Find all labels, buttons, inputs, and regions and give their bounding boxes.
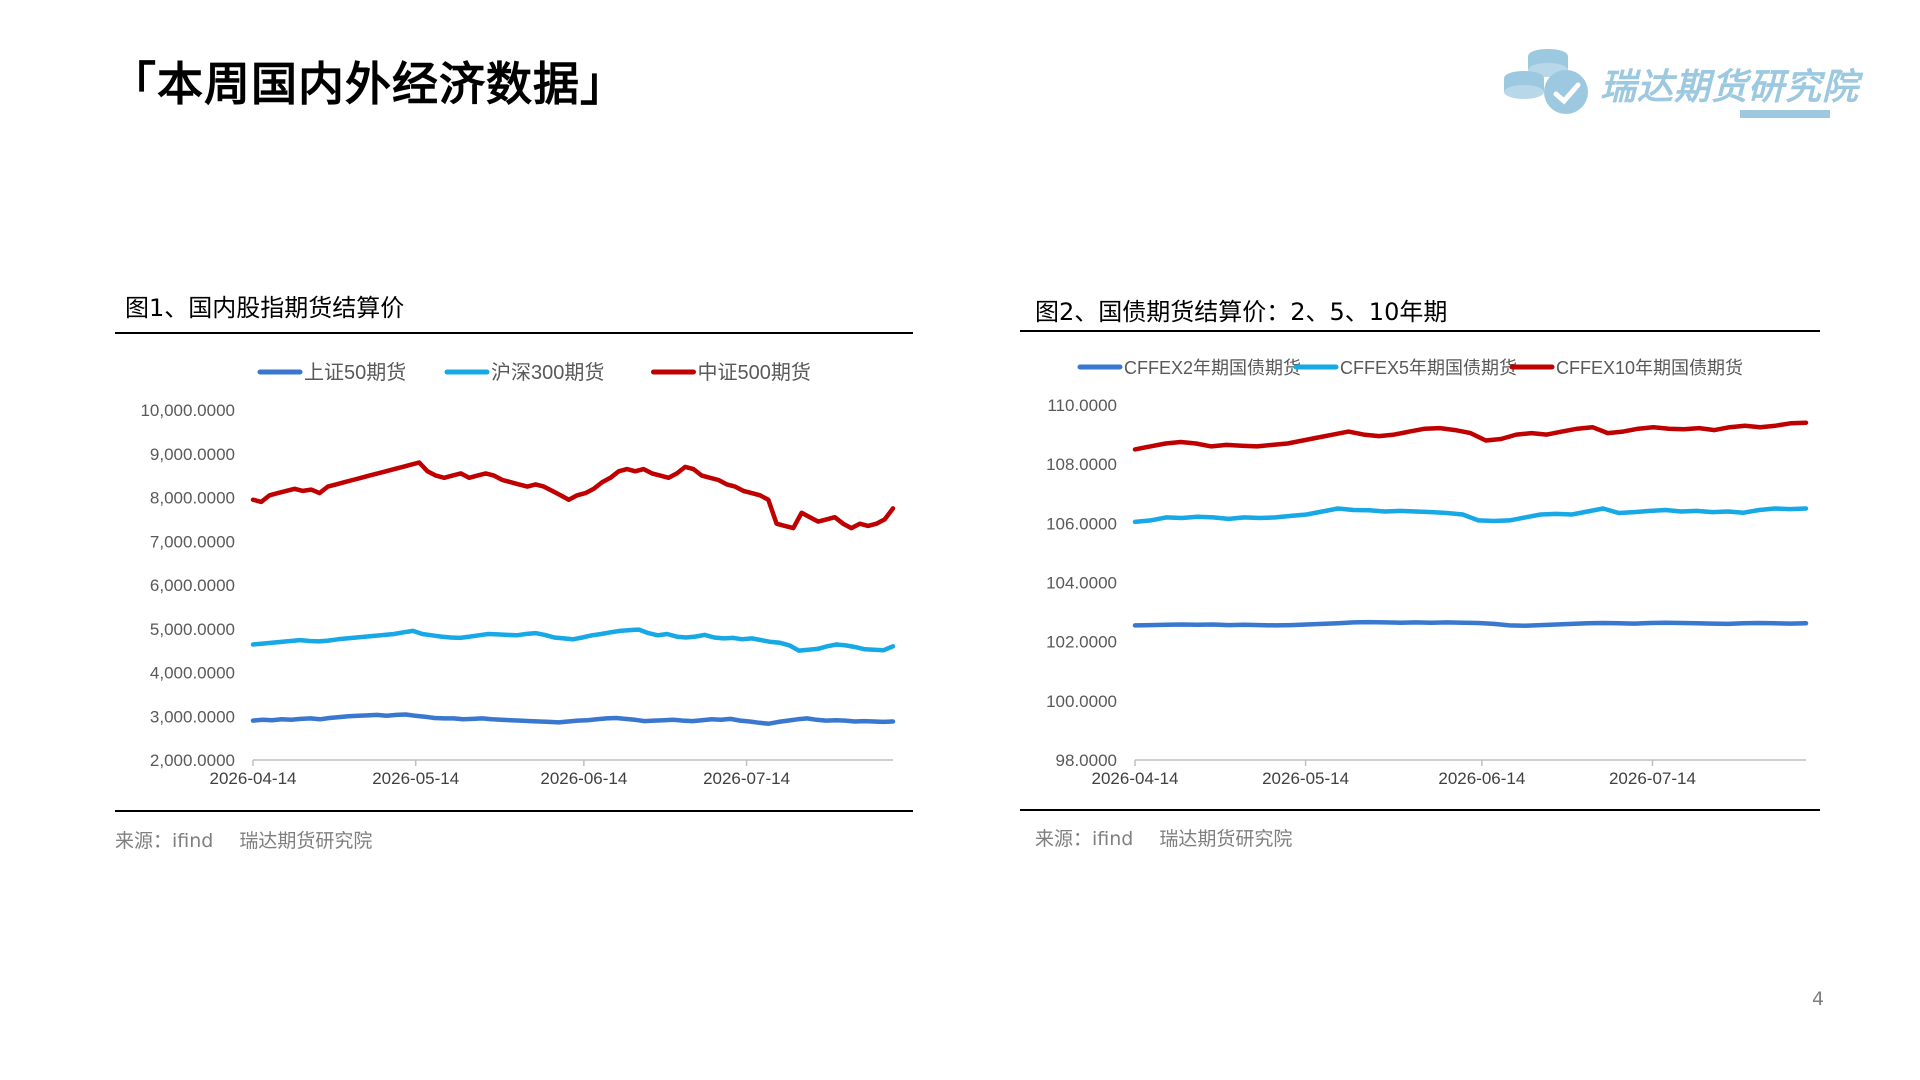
chart2-source-label: 来源：ifind bbox=[1035, 828, 1134, 850]
chart2-y-tick-3: 104.0000 bbox=[1046, 574, 1117, 593]
chart1-y-tick-5: 7,000.0000 bbox=[150, 532, 235, 551]
chart2-legend-label-2: CFFEX10年期国债期货 bbox=[1556, 358, 1743, 378]
chart1-top-rule bbox=[115, 332, 913, 334]
chart2-series-line-1 bbox=[1132, 506, 1809, 525]
chart2-title: 图2、国债期货结算价：2、5、10年期 bbox=[1035, 298, 1448, 326]
chart2-y-tick-0: 98.0000 bbox=[1056, 751, 1117, 770]
chart1-bottom-rule bbox=[115, 810, 913, 812]
chart1-x-tick-1: 2026-05-14 bbox=[372, 769, 459, 788]
chart1-y-tick-6: 8,000.0000 bbox=[150, 489, 235, 508]
chart2-x-tick-0: 2026-04-14 bbox=[1092, 769, 1179, 788]
chart2-top-rule bbox=[1020, 330, 1820, 332]
chart2-y-tick-6: 110.0000 bbox=[1047, 396, 1117, 415]
chart1-y-tick-7: 9,000.0000 bbox=[150, 445, 235, 464]
page-title: 「本周国内外经济数据」 bbox=[110, 57, 627, 111]
chart1-series-line-0 bbox=[250, 712, 896, 726]
chart1-legend-label-0: 上证50期货 bbox=[304, 361, 406, 384]
chart1-title: 图1、国内股指期货结算价 bbox=[125, 294, 405, 322]
chart2-y-tick-4: 106.0000 bbox=[1046, 514, 1117, 533]
chart1-source: 来源：ifind 瑞达期货研究院 bbox=[115, 826, 392, 853]
chart2-y-tick-5: 108.0000 bbox=[1046, 455, 1117, 474]
chart1-y-tick-4: 6,000.0000 bbox=[150, 576, 235, 595]
chart1-y-tick-0: 2,000.0000 bbox=[150, 751, 235, 770]
chart1-y-tick-2: 4,000.0000 bbox=[150, 664, 235, 683]
chart2-y-tick-1: 100.0000 bbox=[1046, 692, 1117, 711]
coins-logo-icon bbox=[1504, 49, 1588, 114]
chart1-x-tick-0: 2026-04-14 bbox=[210, 769, 297, 788]
chart1-y-tick-3: 5,000.0000 bbox=[150, 620, 235, 639]
chart1-source-label: 来源：ifind bbox=[115, 830, 214, 852]
chart2-y-tick-2: 102.0000 bbox=[1046, 633, 1117, 652]
chart2-series-line-0 bbox=[1132, 619, 1809, 628]
chart1-source-org: 瑞达期货研究院 bbox=[239, 830, 373, 852]
chart1-series-line-1 bbox=[250, 627, 896, 653]
chart1-legend-label-2: 中证500期货 bbox=[698, 361, 811, 384]
logo-underline bbox=[1740, 110, 1830, 118]
chart1-y-tick-8: 10,000.0000 bbox=[140, 401, 235, 420]
chart1-x-tick-3: 2026-07-14 bbox=[703, 769, 790, 788]
chart2-x-tick-3: 2026-07-14 bbox=[1609, 769, 1696, 788]
logo-text: 瑞达期货研究院 bbox=[1600, 67, 1860, 108]
chart1-x-tick-2: 2026-06-14 bbox=[540, 769, 627, 788]
chart2-x-tick-2: 2026-06-14 bbox=[1438, 769, 1525, 788]
chart2-bottom-rule bbox=[1020, 809, 1820, 811]
chart2-svg: CFFEX2年期国债期货 CFFEX5年期国债期货 CFFEX10年期国债期货 98.… bbox=[1046, 358, 1809, 788]
chart1-y-tick-1: 3,000.0000 bbox=[150, 707, 235, 726]
chart2-legend-label-0: CFFEX2年期国债期货 bbox=[1124, 358, 1301, 378]
chart2-legend-label-1: CFFEX5年期国债期货 bbox=[1340, 358, 1517, 378]
chart2-source: 来源：ifind 瑞达期货研究院 bbox=[1035, 824, 1312, 851]
chart1-legend-label-1: 沪深300期货 bbox=[491, 361, 604, 384]
page-number: 4 bbox=[1812, 988, 1825, 1010]
chart2-series-line-2 bbox=[1132, 420, 1809, 452]
chart2-x-tick-1: 2026-05-14 bbox=[1262, 769, 1349, 788]
chart1-series-line-2 bbox=[250, 460, 896, 531]
brand-logo: 瑞达期货研究院 bbox=[1500, 38, 1858, 124]
chart2-source-org: 瑞达期货研究院 bbox=[1159, 828, 1293, 850]
chart1-svg: 上证50期货 沪深300期货 中证500期货 2,000.0000 3,000.0000… bbox=[140, 361, 896, 788]
